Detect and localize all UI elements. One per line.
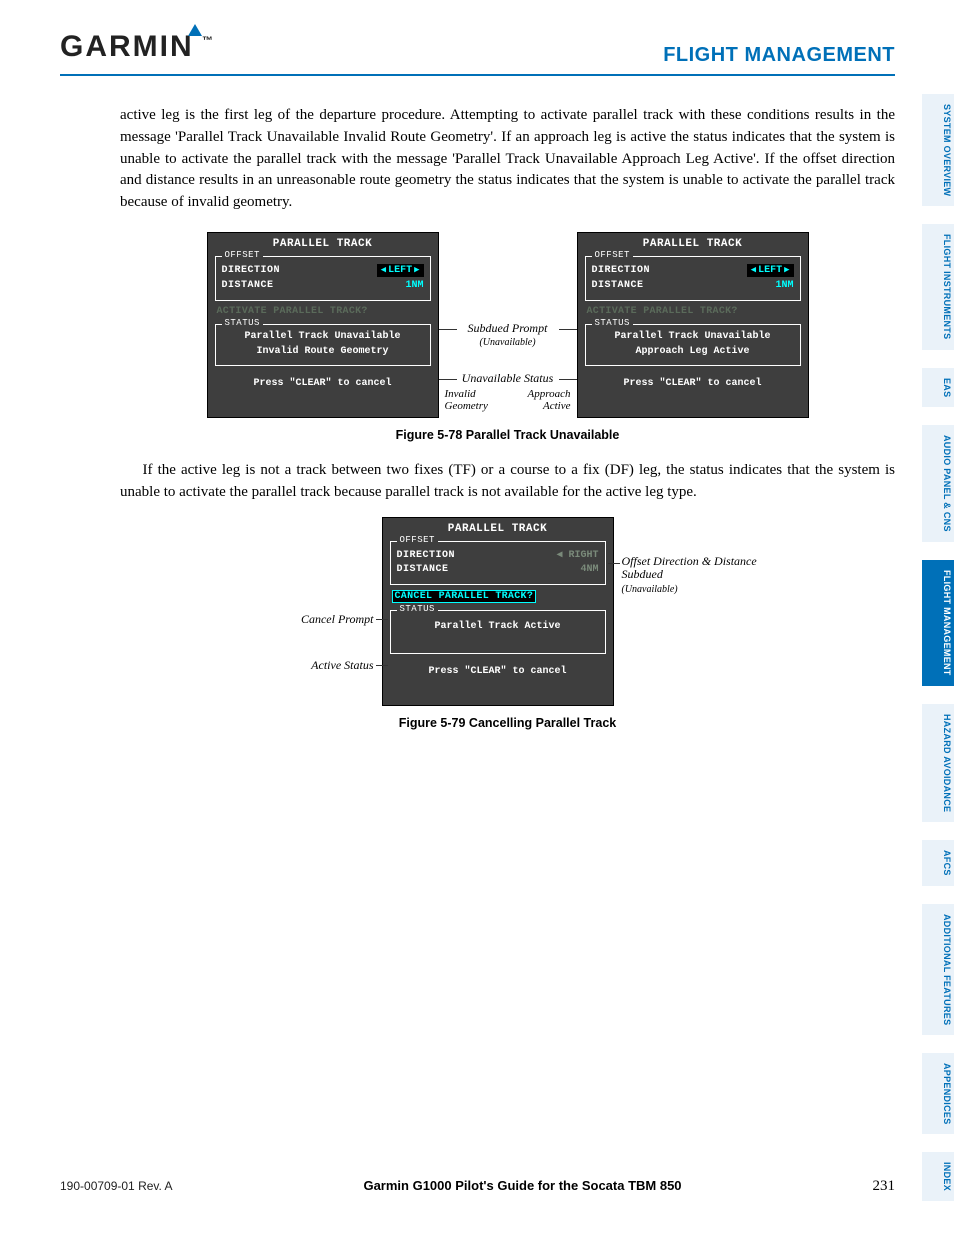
direction-value-subdued: ◀ RIGHT bbox=[556, 549, 598, 561]
offset-label: OFFSET bbox=[222, 250, 263, 260]
activate-prompt-subdued: ACTIVATE PARALLEL TRACK? bbox=[215, 305, 431, 318]
footer-pagenum: 231 bbox=[872, 1178, 895, 1195]
direction-value: ◀LEFT▶ bbox=[377, 264, 424, 277]
right-arrow-icon: ▶ bbox=[414, 265, 419, 275]
page-content: active leg is the first leg of the depar… bbox=[120, 105, 895, 730]
distance-row: DISTANCE 1NM bbox=[592, 280, 794, 291]
distance-row: DISTANCE 4NM bbox=[397, 564, 599, 575]
distance-value-subdued: 4NM bbox=[580, 564, 598, 575]
section-title: FLIGHT MANAGEMENT bbox=[663, 44, 895, 67]
status-label: STATUS bbox=[397, 604, 438, 614]
status-group: STATUS Parallel Track Active bbox=[390, 610, 606, 654]
panel-approach-active: PARALLEL TRACK OFFSET DIRECTION ◀LEFT▶ D… bbox=[577, 232, 809, 418]
tab-additional-features[interactable]: ADDITIONAL FEATURES bbox=[922, 904, 954, 1035]
status-label: STATUS bbox=[222, 318, 263, 328]
distance-label: DISTANCE bbox=[397, 564, 449, 575]
left-arrow-icon: ◀ bbox=[556, 550, 562, 561]
tab-index[interactable]: INDEX bbox=[922, 1152, 954, 1201]
status-line2: Invalid Route Geometry bbox=[222, 344, 424, 359]
left-arrow-icon: ◀ bbox=[381, 265, 386, 275]
tab-afcs[interactable]: AFCS bbox=[922, 840, 954, 886]
direction-row: DIRECTION ◀LEFT▶ bbox=[222, 264, 424, 277]
direction-label: DIRECTION bbox=[397, 550, 456, 561]
direction-value: ◀LEFT▶ bbox=[747, 264, 794, 277]
status-line1: Parallel Track Unavailable bbox=[592, 329, 794, 344]
panel-title: PARALLEL TRACK bbox=[211, 238, 435, 250]
panel-invalid-geometry: PARALLEL TRACK OFFSET DIRECTION ◀LEFT▶ D… bbox=[207, 232, 439, 418]
cancel-instruction: Press "CLEAR" to cancel bbox=[581, 378, 805, 389]
tab-flight-management[interactable]: FLIGHT MANAGEMENT bbox=[922, 560, 954, 686]
callout-invalid: Invalid Geometry bbox=[445, 388, 505, 412]
logo-triangle-icon bbox=[188, 24, 202, 36]
page-footer: 190-00709-01 Rev. A Garmin G1000 Pilot's… bbox=[60, 1178, 895, 1195]
direction-label: DIRECTION bbox=[222, 265, 281, 276]
fig78-callouts: Subdued Prompt (Unavailable) Unavailable… bbox=[449, 232, 567, 418]
status-group: STATUS Parallel Track Unavailable Approa… bbox=[585, 324, 801, 366]
panel-title: PARALLEL TRACK bbox=[386, 523, 610, 535]
cancel-instruction: Press "CLEAR" to cancel bbox=[211, 378, 435, 389]
header-rule bbox=[60, 74, 895, 76]
callout-subdued: Subdued Prompt (Unavailable) bbox=[449, 322, 567, 348]
offset-label: OFFSET bbox=[397, 535, 438, 545]
offset-label: OFFSET bbox=[592, 250, 633, 260]
fig79-caption: Figure 5-79 Cancelling Parallel Track bbox=[120, 716, 895, 730]
distance-label: DISTANCE bbox=[592, 280, 644, 291]
paragraph-1: active leg is the first leg of the depar… bbox=[120, 105, 895, 214]
logo-text: GARMIN bbox=[60, 30, 194, 63]
garmin-logo: GARMIN ™ bbox=[60, 30, 217, 64]
tab-hazard-avoidance[interactable]: HAZARD AVOIDANCE bbox=[922, 704, 954, 822]
figure-79: Cancel Prompt Active Status PARALLEL TRA… bbox=[120, 517, 895, 706]
panel-title: PARALLEL TRACK bbox=[581, 238, 805, 250]
tab-appendices[interactable]: APPENDICES bbox=[922, 1053, 954, 1135]
offset-group: OFFSET DIRECTION ◀ RIGHT DISTANCE 4NM bbox=[390, 541, 606, 585]
right-arrow-icon: ▶ bbox=[784, 265, 789, 275]
tab-audio-panel[interactable]: AUDIO PANEL & CNS bbox=[922, 425, 954, 542]
offset-group: OFFSET DIRECTION ◀LEFT▶ DISTANCE 1NM bbox=[585, 256, 801, 301]
fig78-caption: Figure 5-78 Parallel Track Unavailable bbox=[120, 428, 895, 442]
distance-label: DISTANCE bbox=[222, 280, 274, 291]
distance-value: 1NM bbox=[405, 280, 423, 291]
status-line2: Approach Leg Active bbox=[592, 344, 794, 359]
status-label: STATUS bbox=[592, 318, 633, 328]
fig79-right-callouts: Offset Direction & Distance Subdued (Una… bbox=[614, 517, 774, 706]
tab-flight-instruments[interactable]: FLIGHT INSTRUMENTS bbox=[922, 224, 954, 349]
callout-unavail: Unavailable Status bbox=[449, 372, 567, 385]
direction-row: DIRECTION ◀LEFT▶ bbox=[592, 264, 794, 277]
footer-docnum: 190-00709-01 Rev. A bbox=[60, 1179, 173, 1193]
side-tabs: SYSTEM OVERVIEW FLIGHT INSTRUMENTS EAS A… bbox=[922, 94, 954, 1201]
fig79-left-callouts: Cancel Prompt Active Status bbox=[242, 517, 382, 706]
callout-offset-subdued: Offset Direction & Distance Subdued (Una… bbox=[622, 555, 762, 595]
tab-system-overview[interactable]: SYSTEM OVERVIEW bbox=[922, 94, 954, 206]
direction-row: DIRECTION ◀ RIGHT bbox=[397, 549, 599, 561]
paragraph-2: If the active leg is not a track between… bbox=[120, 460, 895, 504]
tab-eas[interactable]: EAS bbox=[922, 368, 954, 407]
cancel-instruction: Press "CLEAR" to cancel bbox=[386, 666, 610, 677]
distance-row: DISTANCE 1NM bbox=[222, 280, 424, 291]
status-line1: Parallel Track Unavailable bbox=[222, 329, 424, 344]
callout-active-status: Active Status bbox=[311, 659, 373, 672]
cancel-prompt: CANCEL PARALLEL TRACK? bbox=[390, 589, 606, 604]
direction-label: DIRECTION bbox=[592, 265, 651, 276]
distance-value: 1NM bbox=[775, 280, 793, 291]
figure-78: PARALLEL TRACK OFFSET DIRECTION ◀LEFT▶ D… bbox=[120, 232, 895, 418]
callout-approach: Approach Active bbox=[511, 388, 571, 412]
status-group: STATUS Parallel Track Unavailable Invali… bbox=[215, 324, 431, 366]
footer-title: Garmin G1000 Pilot's Guide for the Socat… bbox=[363, 1178, 681, 1193]
panel-cancel: PARALLEL TRACK OFFSET DIRECTION ◀ RIGHT … bbox=[382, 517, 614, 706]
left-arrow-icon: ◀ bbox=[751, 265, 756, 275]
activate-prompt-subdued: ACTIVATE PARALLEL TRACK? bbox=[585, 305, 801, 318]
callout-cancel-prompt: Cancel Prompt bbox=[301, 613, 374, 626]
status-line1: Parallel Track Active bbox=[397, 619, 599, 634]
offset-group: OFFSET DIRECTION ◀LEFT▶ DISTANCE 1NM bbox=[215, 256, 431, 301]
